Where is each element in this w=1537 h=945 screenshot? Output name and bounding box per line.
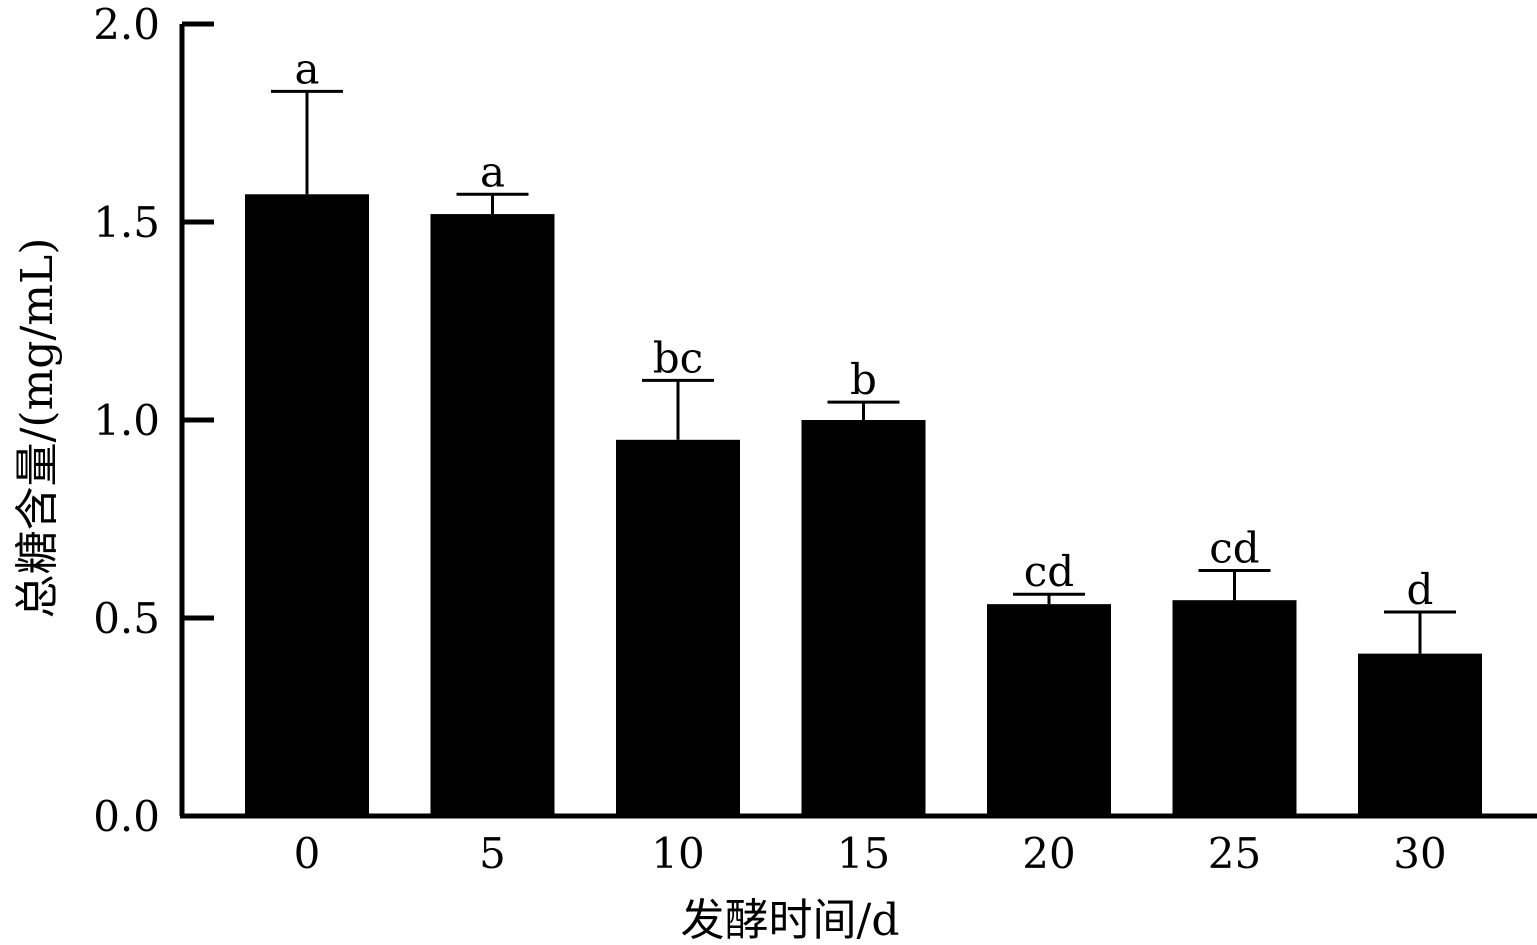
- x-axis-title: 发酵时间/d: [681, 895, 900, 945]
- x-tick-label-10: 10: [651, 829, 704, 878]
- x-tick-label-25: 25: [1208, 829, 1261, 878]
- x-tick-label-5: 5: [479, 829, 506, 878]
- significance-label-15: b: [850, 355, 877, 404]
- bar-30: [1358, 653, 1482, 816]
- significance-label-10: bc: [653, 333, 703, 382]
- significance-label-5: a: [480, 147, 505, 196]
- y-tick-label-4: 2.0: [93, 0, 160, 49]
- significance-label-30: d: [1407, 565, 1434, 614]
- bar-10: [616, 439, 740, 816]
- y-ticks-group: 0.0 0.5 1.0 1.5 2.0: [93, 0, 214, 841]
- significance-labels-group: a a bc b cd cd d: [294, 44, 1433, 614]
- bar-15: [801, 420, 926, 816]
- y-tick-label-2: 1.0: [93, 396, 160, 445]
- y-tick-label-0: 0.0: [93, 792, 160, 841]
- bar-20: [987, 604, 1111, 816]
- y-tick-label-1: 0.5: [93, 594, 160, 643]
- bar-25: [1172, 600, 1297, 816]
- y-axis-title: 总糖含量/(mg/mL): [12, 238, 63, 619]
- significance-label-20: cd: [1024, 547, 1074, 596]
- significance-label-25: cd: [1209, 523, 1259, 572]
- x-ticks-group: 0 5 10 15 20 25 30: [294, 829, 1447, 878]
- bar-0: [245, 194, 369, 816]
- significance-label-0: a: [294, 44, 319, 93]
- error-bars-group: [271, 89, 1456, 654]
- x-tick-label-20: 20: [1022, 829, 1075, 878]
- x-tick-label-30: 30: [1393, 829, 1446, 878]
- y-tick-label-3: 1.5: [93, 198, 160, 247]
- x-tick-label-0: 0: [294, 829, 321, 878]
- x-tick-label-15: 15: [837, 829, 890, 878]
- bars-group: [245, 194, 1482, 816]
- bar-5: [430, 214, 555, 816]
